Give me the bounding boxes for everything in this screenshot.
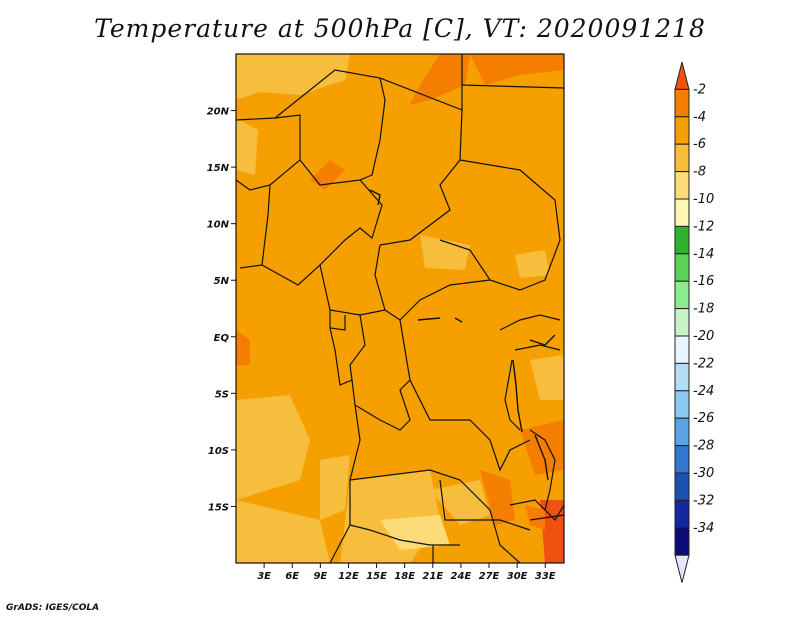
lat-tick-label: 20N [207, 107, 230, 118]
colorbar-swatch [674, 417, 690, 447]
lat-tick-label: 15S [208, 502, 229, 513]
colorbar-label: -18 [693, 302, 714, 317]
lon-tick-label: 21E [422, 571, 443, 582]
warm-patch-mozambique [480, 470, 515, 525]
warm-patch-northeast [470, 54, 564, 85]
cool-patch-west [236, 118, 258, 175]
colorbar-swatch [674, 362, 690, 392]
lon-tick-label: 6E [285, 571, 299, 582]
cool-patch-north [236, 54, 350, 100]
colorbar-label: -26 [693, 411, 714, 426]
colorbar-label: -28 [693, 439, 714, 454]
lon-tick-label: 33E [535, 571, 556, 582]
cool-patch-southcentral [430, 480, 490, 525]
warm-patch-lake [520, 420, 564, 475]
colorbar-swatch [674, 390, 690, 419]
colorbar-label: -22 [693, 356, 714, 371]
warm-patch-gulf [236, 330, 250, 365]
colorbar-swatch [674, 280, 690, 310]
colorbar-label: -12 [693, 219, 714, 234]
colorbar-swatch [674, 253, 690, 282]
temperature-field [236, 54, 564, 563]
cool-patch-atlantic [236, 395, 310, 500]
warm-patch-north [410, 54, 470, 105]
warm-patch-malawi [525, 505, 545, 530]
credit-label: GrADS: IGES/COLA [6, 603, 100, 613]
colorbar-swatch [674, 88, 690, 118]
colorbar-swatch [674, 116, 690, 145]
cool-patch-sudan [515, 250, 550, 278]
cool-patch-angola [320, 455, 350, 520]
colorbar-bottom-arrow [674, 554, 690, 583]
lat-tick-label: 5N [214, 276, 230, 287]
colorbar-swatch [674, 171, 690, 200]
colorbar-label: -16 [693, 274, 714, 289]
country-borders [236, 54, 564, 563]
lat-tick-label: EQ [214, 333, 230, 344]
colorbar-swatch [674, 308, 690, 337]
colorbar-swatch [674, 335, 690, 364]
lat-tick-label: 10S [208, 446, 229, 457]
colorbar-label: -30 [693, 466, 714, 481]
lon-tick-label: 18E [394, 571, 415, 582]
chart-title: Temperature at 500hPa [C], VT: 202009121… [94, 14, 706, 43]
lon-tick-label: 27E [479, 571, 500, 582]
map-frame [235, 53, 565, 564]
colorbar-label: -10 [693, 192, 714, 207]
colorbar-label: -6 [693, 137, 706, 152]
colorbar-swatch [674, 225, 690, 255]
colorbar-label: -8 [693, 165, 706, 180]
colorbar-swatch [674, 445, 690, 474]
cool-patch-southwest [236, 500, 330, 563]
colorbar-label: -24 [693, 384, 714, 399]
colorbar-swatch [674, 499, 690, 529]
lat-tick-label: 5S [215, 389, 229, 400]
colorbar-label: -14 [693, 247, 714, 262]
colorbar-label: -32 [693, 493, 714, 508]
lon-tick-label: 3E [257, 571, 271, 582]
colorbar-top-arrow [674, 61, 690, 90]
latitude-axis: 20N 15N 10N 5N EQ 5S 10S 15S [207, 107, 236, 513]
colorbar-label: -34 [693, 521, 714, 536]
colorbar-label: -20 [693, 329, 714, 344]
cool-patch-car [420, 235, 470, 270]
lat-tick-label: 10N [207, 220, 230, 231]
lon-tick-label: 15E [366, 571, 387, 582]
lon-tick-label: 9E [313, 571, 327, 582]
lat-tick-label: 15N [207, 163, 230, 174]
lakes-rivers [369, 189, 556, 481]
colorbar-swatch [674, 198, 690, 227]
colorbar: -2 -4 -6 -8 -10 -12 -14 -16 -18 -20 -22 -24 -26 -28 -3… [674, 61, 714, 583]
cool-patch-eastafrica [530, 355, 564, 400]
lon-tick-label: 24E [451, 571, 472, 582]
colorbar-label: -2 [693, 82, 706, 97]
lon-tick-label: 12E [338, 571, 359, 582]
colorbar-label: -4 [693, 110, 706, 125]
longitude-axis: 3E 6E 9E 12E 15E 18E 21E 24E 27E 30E 33E [257, 563, 556, 582]
colorbar-swatch [674, 527, 690, 556]
cooler-patch-south [380, 515, 450, 550]
lon-tick-label: 30E [507, 571, 528, 582]
colorbar-swatch [674, 143, 690, 173]
colorbar-swatch [674, 472, 690, 501]
